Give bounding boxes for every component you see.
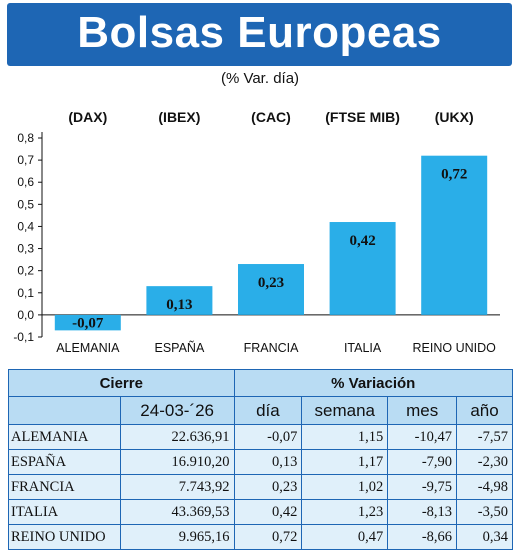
table-group-header-row: Cierre % Variación (8, 369, 514, 397)
table-header-blank (8, 396, 121, 425)
semana-cell: 0,47 (301, 524, 389, 550)
category-label: FRANCIA (244, 341, 300, 355)
bar (329, 222, 396, 315)
y-tick-label: 0,8 (17, 131, 34, 145)
table-row: ESPAÑA 16.910,20 0,13 1,17 -7,90 -2,30 (8, 449, 513, 475)
anio-cell: 0,34 (456, 524, 513, 550)
mes-cell: -8,66 (387, 524, 458, 550)
country-cell: ALEMANIA (8, 424, 121, 450)
y-tick-label: 0,0 (17, 308, 34, 322)
semana-cell: 1,15 (301, 424, 389, 450)
dia-cell: 0,72 (233, 524, 303, 550)
category-label: ESPAÑA (155, 341, 205, 355)
y-tick-label: 0,3 (17, 242, 34, 256)
category-label: REINO UNIDO (413, 341, 497, 355)
table-header-mes: mes (387, 396, 458, 425)
dia-cell: 0,23 (233, 474, 303, 500)
dia-cell: 0,13 (233, 449, 303, 475)
table-header-date: 24-03-´26 (119, 396, 235, 425)
y-tick-label: -0,1 (13, 330, 34, 344)
y-tick-label: 0,1 (17, 286, 34, 300)
anio-cell: -3,50 (456, 499, 513, 525)
country-cell: REINO UNIDO (8, 524, 121, 550)
table-row: FRANCIA 7.743,92 0,23 1,02 -9,75 -4,98 (8, 474, 513, 500)
page-title: Bolsas Europeas (77, 8, 442, 57)
cierre-cell: 16.910,20 (119, 449, 235, 475)
semana-cell: 1,23 (301, 499, 389, 525)
bar-chart: -0,1 0,0 0,1 0,2 0,3 0,4 0,5 0,6 0,7 0,8 -0,07 (DAX… (13, 109, 500, 355)
y-tick-label: 0,4 (17, 219, 34, 233)
anio-cell: -4,98 (456, 474, 513, 500)
y-tick-label: 0,7 (17, 153, 34, 167)
mes-cell: -9,75 (387, 474, 458, 500)
index-label: (UKX) (435, 109, 474, 125)
country-cell: ESPAÑA (8, 449, 121, 475)
title-banner: Bolsas Europeas (7, 3, 512, 66)
y-tick-label: 0,2 (17, 264, 34, 278)
anio-cell: -7,57 (456, 424, 513, 450)
mes-cell: -7,90 (387, 449, 458, 475)
table-group-header-variacion: % Variación (233, 369, 514, 397)
table-header-semana: semana (301, 396, 389, 425)
bar (54, 314, 121, 331)
mes-cell: -8,13 (387, 499, 458, 525)
bar (421, 155, 488, 315)
anio-cell: -2,30 (456, 449, 513, 475)
index-label: (IBEX) (158, 109, 200, 125)
table-column-header-row: 24-03-´26 día semana mes año (8, 396, 513, 425)
y-tick-label: 0,6 (17, 175, 34, 189)
category-label: ALEMANIA (56, 341, 120, 355)
bar-value-label: 0,72 (441, 167, 467, 183)
cierre-cell: 43.369,53 (119, 499, 235, 525)
dia-cell: -0,07 (233, 424, 303, 450)
cierre-cell: 9.965,16 (119, 524, 235, 550)
table-row: REINO UNIDO 9.965,16 0,72 0,47 -8,66 0,3… (8, 524, 513, 550)
bar-value-label: 0,23 (258, 275, 284, 291)
table-header-dia: día (233, 396, 303, 425)
semana-cell: 1,17 (301, 449, 389, 475)
table-row: ITALIA 43.369,53 0,42 1,23 -8,13 -3,50 (8, 499, 513, 525)
cierre-cell: 7.743,92 (119, 474, 235, 500)
mes-cell: -10,47 (387, 424, 458, 450)
table-header-anio: año (456, 396, 513, 425)
semana-cell: 1,02 (301, 474, 389, 500)
index-label: (DAX) (68, 109, 107, 125)
category-label: ITALIA (344, 341, 382, 355)
country-cell: FRANCIA (8, 474, 121, 500)
bar (146, 286, 213, 315)
bar-value-label: 0,13 (166, 297, 192, 313)
y-tick-label: 0,5 (17, 197, 34, 211)
dia-cell: 0,42 (233, 499, 303, 525)
cierre-cell: 22.636,91 (119, 424, 235, 450)
country-cell: ITALIA (8, 499, 121, 525)
index-label: (FTSE MIB) (325, 109, 400, 125)
bar-value-label: -0,07 (72, 315, 104, 331)
table-group-header-cierre: Cierre (8, 369, 235, 397)
bar (238, 264, 304, 315)
bar-value-label: 0,42 (349, 233, 375, 249)
index-label: (CAC) (251, 109, 291, 125)
table-row: ALEMANIA 22.636,91 -0,07 1,15 -10,47 -7,… (8, 424, 513, 450)
market-table: Cierre % Variación 24-03-´26 día semana … (8, 369, 514, 550)
chart-subtitle: (% Var. día) (220, 70, 300, 87)
